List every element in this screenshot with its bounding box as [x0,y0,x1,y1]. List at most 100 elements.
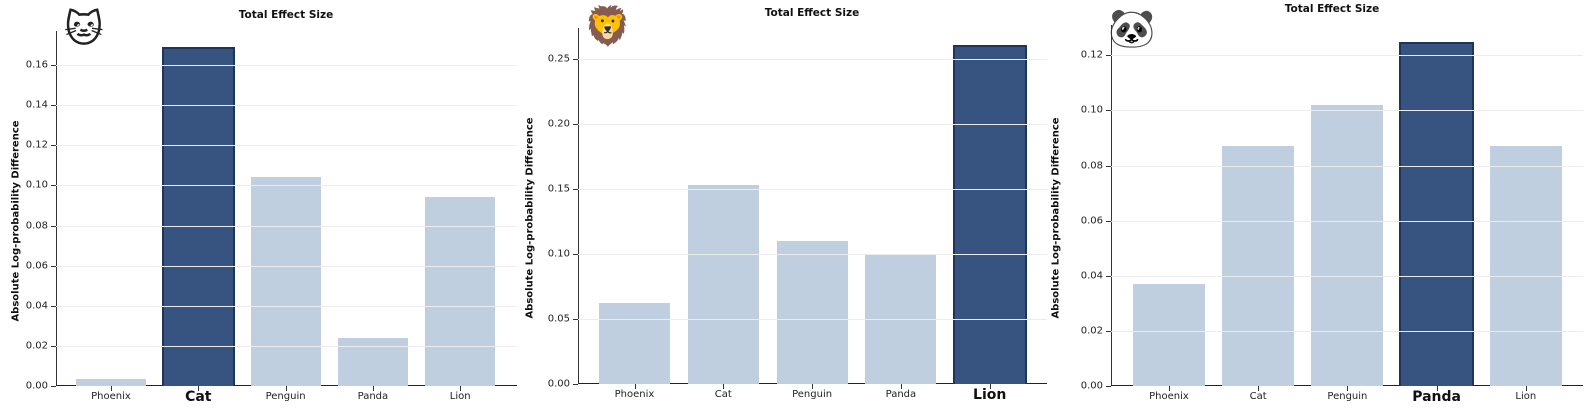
x-tick [812,384,814,389]
plot-area: 0.00 0.02 0.04 0.06 0.08 0.10 0.12 Phoenix Cat Pe… [1081,25,1583,405]
y-tick [51,345,56,347]
gridline [56,185,517,187]
y-tick [1106,330,1111,332]
y-tick-label: 0.00 [547,378,570,390]
y-tick-label: 0.25 [547,53,570,65]
y-axis-label: Absolute Log-probability Difference [524,117,536,319]
y-tick-label: 0.15 [547,183,570,195]
x-tick [1436,386,1438,391]
y-axis-label: Absolute Log-probability Difference [10,119,22,322]
x-tick [198,386,200,391]
y-tick-label: 0.05 [547,313,570,325]
chart-title: Total Effect Size [764,7,860,19]
x-tick [1169,386,1170,391]
y-tick [51,65,56,67]
y-tick-label: 0.10 [547,248,570,260]
bar-penguin [776,241,848,384]
y-tick [573,124,578,126]
gridline [1111,165,1583,167]
plot-area: 0.00 0.02 0.04 0.06 0.08 0.10 0.12 0.14 0.16 Phoe… [26,31,517,405]
bar-penguin [1311,104,1384,386]
y-tick [1106,110,1111,112]
x-tick [1347,386,1349,391]
x-tick [285,386,287,391]
y-tick [573,189,578,191]
y-tick [1106,55,1111,57]
y-tick [573,254,578,256]
x-tick-label: Lion [1515,391,1537,402]
y-tick [51,305,56,307]
gridline [1111,110,1583,112]
y-tick [51,386,56,387]
bar-penguin [250,177,321,386]
y-tick-label: 0.10 [25,179,48,191]
y-tick-label: 0.06 [25,260,48,272]
y-tick [573,59,578,61]
y-axis [56,31,57,386]
plot-area: 0.00 0.05 0.10 0.15 0.20 0.25 Phoenix Cat Pengui… [548,28,1047,403]
x-tick [111,386,112,391]
x-tick [1258,386,1260,391]
y-tick [51,145,56,147]
x-tick-label: Phoenix [91,391,131,402]
lion-face-icon: 🦁 [584,4,632,48]
y-tick [573,319,578,321]
y-tick-label: 0.12 [1080,49,1103,61]
x-tick [634,384,636,389]
bar-cat [1222,146,1295,386]
gridline [578,59,1047,61]
bar-cat [161,47,235,386]
chart-title: Total Effect Size [1284,3,1380,15]
y-axis [578,28,579,384]
y-tick [1106,220,1111,222]
panda-face-icon: 🐼 [1108,6,1156,50]
gridline [1111,330,1583,332]
y-tick-label: 0.08 [25,220,48,232]
y-tick [1106,386,1111,387]
gridline [578,319,1047,321]
y-tick [1106,275,1111,277]
bar-lion [952,44,1027,384]
bar-panda [1399,41,1475,386]
x-tick-label: Lion [973,387,1007,403]
x-tick [1525,386,1527,391]
gridline [56,105,517,107]
x-tick [900,384,902,389]
x-tick-label: Panda [885,389,917,400]
gridline [56,345,517,347]
bar-lion [1489,146,1562,386]
gridline [578,124,1047,126]
gridline [1111,55,1583,57]
y-tick-label: 0.14 [25,99,48,111]
y-tick [1106,165,1111,167]
x-tick-label: Penguin [265,391,306,402]
x-tick-label: Panda [357,391,389,402]
bar-phoenix [599,303,670,384]
y-axis [1111,25,1112,386]
gridline [56,305,517,307]
x-tick-label: Phoenix [614,389,655,400]
y-tick-label: 0.08 [1080,160,1103,172]
x-tick-label: Phoenix [1149,391,1189,402]
bar-phoenix [1133,284,1205,386]
y-tick-label: 0.04 [25,300,48,312]
gridline [56,225,517,227]
y-tick [51,265,56,267]
chart-title: Total Effect Size [238,9,334,21]
y-tick [51,225,56,227]
x-tick [989,384,991,389]
gridline [578,254,1047,256]
x-tick-label: Cat [714,389,732,400]
y-tick-label: 0.04 [1080,270,1103,282]
x-tick [372,386,374,391]
y-tick-label: 0.02 [25,340,48,352]
y-tick-label: 0.20 [547,118,570,130]
x-tick-label: Panda [1412,389,1461,405]
cat-face-icon: 🐱 [64,7,104,51]
y-tick [51,185,56,187]
gridline [56,145,517,147]
y-tick-label: 0.10 [1080,104,1103,116]
y-tick-label: 0.00 [1080,380,1103,392]
bar-lion [425,197,496,386]
y-tick-label: 0.16 [25,59,48,71]
